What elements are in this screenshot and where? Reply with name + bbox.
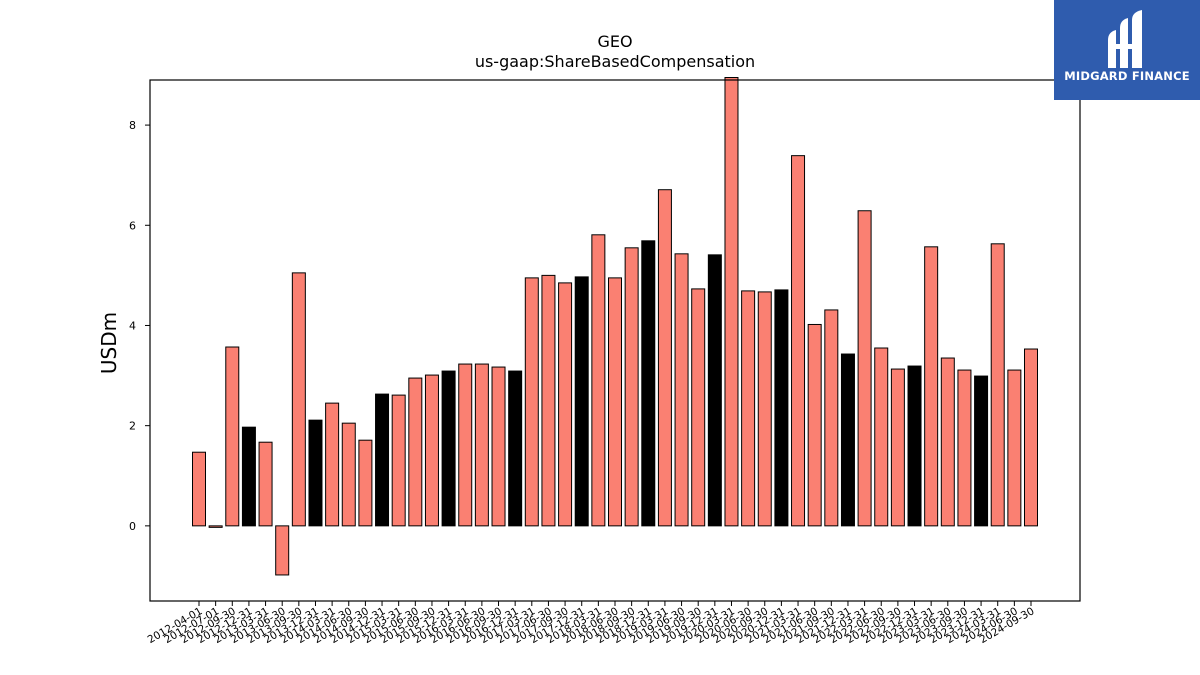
bar-2012-12-31 [241,426,256,527]
bar-2013-03-31 [258,441,273,527]
bar-2021-09-30 [824,309,839,527]
bar-2024-06-30 [1007,369,1022,527]
bar-2017-03-31 [524,277,539,527]
bar-2020-12-31 [774,289,789,527]
bar-2018-03-31 [591,234,606,527]
x-axis: 2012-04-012012-07-012012-09-302012-12-31… [146,601,1037,646]
bar-2020-06-30 [741,290,756,527]
bar-2014-06-30 [341,422,356,527]
bar-2018-09-30 [624,247,639,527]
bar-2022-06-30 [874,347,889,527]
bar-2019-06-30 [674,253,689,527]
y-tick-label: 2 [129,420,136,433]
midgard-logo-mark-icon [1108,10,1142,68]
bar-2013-09-30 [291,272,306,527]
bar-2018-12-31 [641,240,656,527]
bar-2014-03-31 [325,402,340,527]
bar-2015-12-31 [441,370,456,527]
bar-2017-12-31 [574,276,589,527]
bar-2021-06-30 [807,323,822,527]
bar-2020-09-30 [757,291,772,527]
midgard-finance-logo: MIDGARD FINANCE [1054,0,1200,100]
bar-2023-03-31 [924,246,939,527]
bar-2021-03-31 [791,155,806,527]
bar-2024-09-30 [1024,348,1038,527]
bar-2022-12-31 [907,365,922,527]
bar-2014-09-30 [358,439,373,527]
bar-2012-09-30 [225,346,240,527]
bar-2023-09-30 [957,369,972,527]
bar-2016-12-31 [508,370,523,527]
chart-subtitle: us-gaap:ShareBasedCompensation [474,52,756,71]
bar-2016-09-30 [491,366,506,527]
y-tick-label: 6 [129,219,136,232]
bar-2015-09-30 [424,374,439,527]
bar-2019-03-31 [657,189,672,527]
bar-2022-09-30 [890,368,905,527]
bar-2016-03-31 [458,363,473,527]
bar-2023-12-31 [974,375,989,527]
chart-title: GEO [597,32,633,51]
bar-2024-03-31 [990,243,1005,527]
bar-2017-09-30 [558,282,573,527]
y-axis-label: USDm [97,312,121,374]
bar-2017-06-30 [541,274,556,527]
bar-2013-12-31 [308,419,323,527]
bar-2013-06-30 [275,525,290,576]
bars-group [192,77,1038,576]
bar-2015-06-30 [408,377,423,527]
bar-2023-06-30 [940,357,955,527]
y-tick-label: 0 [129,520,136,533]
bar-2012-04-01 [192,451,206,527]
y-tick-label: 8 [129,119,136,132]
bar-2012-07-01 [208,525,223,528]
bar-2021-12-31 [840,353,855,527]
bar-2018-06-30 [608,277,622,527]
y-tick-label: 4 [129,319,136,332]
bar-2019-09-30 [691,288,706,527]
bar-2015-03-31 [391,394,406,527]
bar-2022-03-31 [857,210,872,527]
bar-2020-03-31 [724,77,739,527]
logo-text: MIDGARD FINANCE [1064,69,1190,83]
bar-2016-06-30 [474,363,489,527]
bar-2014-12-31 [375,393,390,527]
y-axis: 0 2 4 6 8 [129,119,150,533]
bar-2019-12-31 [707,254,722,527]
